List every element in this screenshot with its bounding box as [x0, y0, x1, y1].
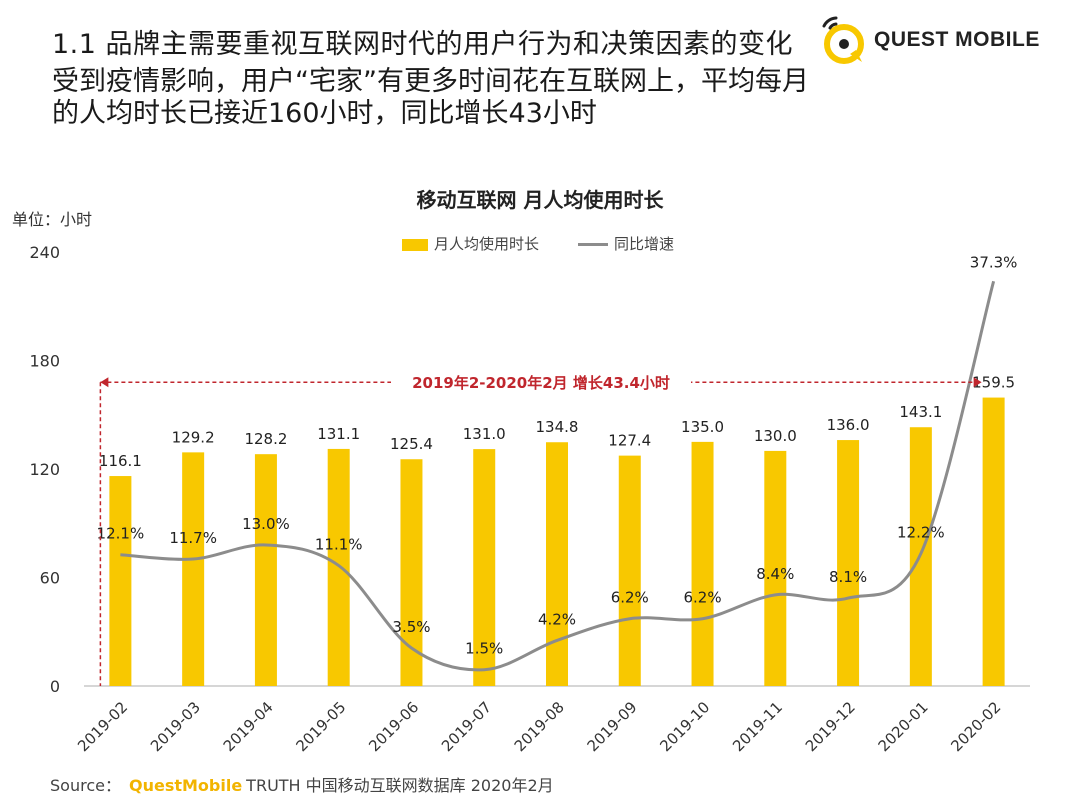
x-tick-label: 2019-02 [74, 698, 131, 755]
y-tick-label: 120 [29, 460, 60, 479]
growth-value-label: 1.5% [465, 640, 503, 658]
bar-value-label: 136.0 [827, 416, 870, 434]
x-tick-label: 2019-04 [220, 698, 277, 755]
unit-label: 单位：小时 [12, 210, 93, 229]
bar-value-label: 134.8 [536, 418, 579, 436]
y-tick-label: 180 [29, 352, 60, 371]
annotation-label-bg [391, 369, 691, 394]
bar [618, 455, 641, 686]
source-note: Source： QuestMobile TRUTH 中国移动互联网数据库 2020年… [50, 772, 554, 796]
bar [254, 454, 277, 686]
annotation-label: 2019年2-2020年2月 增长43.4小时 [412, 374, 670, 392]
bar-value-label: 131.0 [463, 425, 506, 443]
quest-mobile-logo: QUEST MOBILE [818, 14, 1058, 70]
bar [982, 397, 1005, 686]
growth-value-label: 12.2% [897, 524, 945, 542]
growth-value-label: 6.2% [611, 589, 649, 607]
growth-value-label: 11.7% [169, 529, 217, 547]
legend-item-line: 同比增速 [578, 233, 674, 254]
bar-value-label: 131.1 [317, 425, 360, 443]
y-tick-label: 240 [29, 243, 60, 262]
legend-line-swatch [578, 243, 608, 246]
source-rest: TRUTH 中国移动互联网数据库 2020年2月 [246, 776, 554, 795]
legend-bar-label: 月人均使用时长 [434, 235, 540, 253]
bar [837, 440, 860, 686]
bar-value-label: 143.1 [899, 403, 942, 421]
legend-item-bar: 月人均使用时长 [402, 233, 539, 254]
bar [182, 452, 205, 686]
y-tick-label: 60 [40, 569, 60, 588]
chart-title: 移动互联网 月人均使用时长 [416, 188, 664, 212]
legend-line-label: 同比增速 [614, 235, 675, 253]
bar-value-label: 135.0 [681, 418, 724, 436]
quest-mobile-logo-icon [822, 16, 864, 64]
annotation-arrow-right [973, 377, 982, 388]
x-tick-label: 2019-06 [365, 698, 422, 755]
legend-bar-swatch [402, 238, 428, 251]
growth-value-label: 8.1% [829, 568, 867, 586]
bar [400, 459, 423, 686]
x-tick-label: 2019-11 [729, 698, 786, 755]
bar-value-label: 130.0 [754, 427, 797, 445]
growth-line [120, 280, 996, 672]
growth-value-label: 37.3% [970, 253, 1018, 271]
bar [473, 449, 496, 686]
bar [764, 450, 787, 686]
y-tick-label: 0 [50, 677, 60, 696]
bar [109, 476, 132, 686]
growth-value-label: 13.0% [242, 515, 290, 533]
growth-value-label: 12.1% [97, 525, 145, 543]
source-brand: QuestMobile [128, 776, 243, 795]
x-tick-label: 2020-01 [875, 698, 932, 755]
growth-value-label: 3.5% [392, 618, 430, 636]
x-tick-label: 2019-12 [802, 698, 859, 755]
x-tick-label: 2019-08 [511, 698, 568, 755]
bar-value-label: 159.5 [972, 374, 1015, 392]
x-tick-label: 2020-02 [947, 698, 1004, 755]
growth-value-label: 6.2% [683, 589, 721, 607]
bar [546, 442, 568, 686]
x-tick-label: 2019-10 [656, 698, 713, 755]
source-label: Source： [50, 776, 121, 795]
growth-value-label: 4.2% [538, 610, 576, 628]
x-tick-label: 2019-03 [147, 698, 204, 755]
bar-value-label: 125.4 [390, 435, 433, 453]
bar [691, 441, 714, 686]
bar-value-label: 127.4 [608, 432, 651, 450]
x-tick-label: 2019-09 [584, 698, 641, 755]
growth-value-label: 11.1% [315, 536, 363, 554]
x-tick-label: 2019-05 [292, 698, 349, 755]
annotation-arrow-left [100, 377, 109, 388]
page-heading: 1.1 品牌主需要重视互联网时代的用户行为和决策因素的变化 [52, 29, 794, 60]
bar-value-label: 129.2 [172, 428, 215, 446]
bar-value-label: 116.1 [99, 452, 142, 470]
x-tick-label: 2019-07 [438, 698, 495, 755]
page-subtitle: 受到疫情影响，用户“宅家”有更多时间花在互联网上，平均每月的人均时长已接近160… [52, 66, 809, 129]
bar-value-label: 128.2 [244, 430, 287, 448]
bar [327, 448, 350, 686]
logo-text: QUEST MOBILE [874, 28, 1040, 51]
growth-value-label: 8.4% [756, 565, 794, 583]
